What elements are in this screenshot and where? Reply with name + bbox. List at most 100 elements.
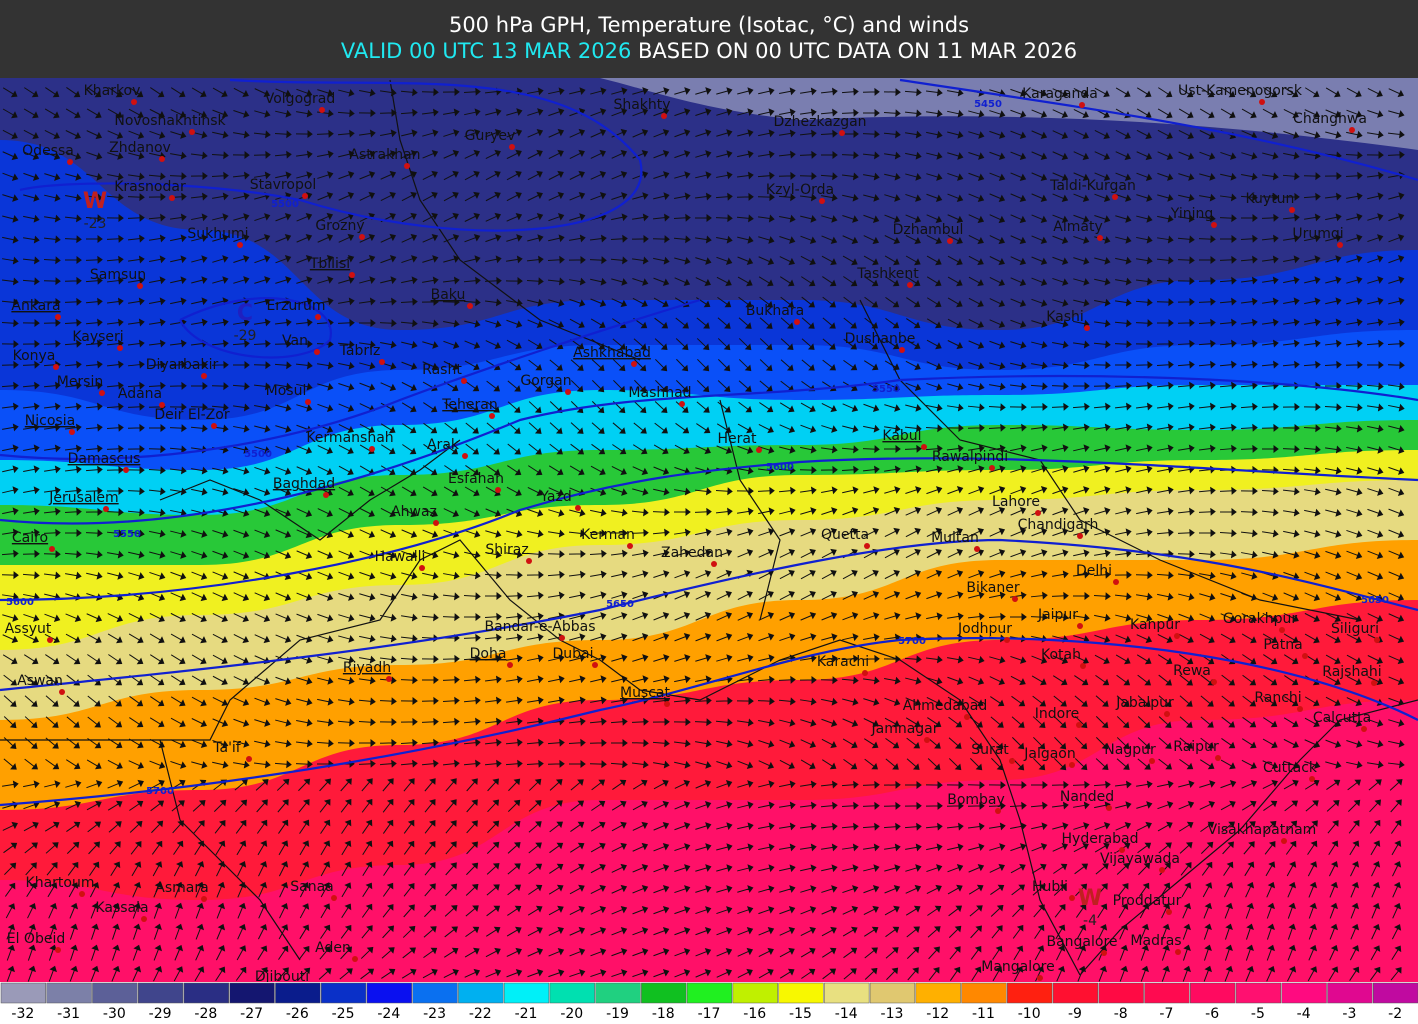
- wind-arrow: [1221, 695, 1235, 707]
- wind-arrow: [233, 571, 250, 581]
- wind-arrow: [737, 590, 753, 601]
- wind-arrow: [884, 382, 901, 392]
- wind-arrow: [989, 548, 1006, 558]
- wind-arrow: [1240, 529, 1258, 538]
- wind-arrow: [487, 820, 500, 834]
- wind-arrow: [863, 864, 880, 873]
- wind-arrow: [1178, 423, 1195, 432]
- wind-arrow: [338, 255, 355, 264]
- wind-arrow: [359, 129, 376, 138]
- wind-arrow: [863, 718, 879, 728]
- wind-arrow: [380, 465, 396, 476]
- wind-arrow: [382, 778, 394, 792]
- wind-arrow: [526, 277, 544, 286]
- wind-arrow: [485, 255, 502, 264]
- wind-arrow: [1263, 87, 1278, 98]
- wind-arrow: [337, 129, 355, 138]
- wind-arrow: [1158, 737, 1172, 749]
- wind-arrow: [5, 903, 16, 919]
- city-label: Muscat: [620, 685, 671, 701]
- wind-arrow: [568, 760, 586, 769]
- wind-arrow: [1388, 213, 1405, 222]
- wind-arrow: [379, 718, 397, 727]
- wind-arrow: [1367, 718, 1384, 727]
- wind-arrow: [758, 236, 775, 244]
- wind-arrow: [800, 214, 817, 223]
- wind-arrow: [1346, 109, 1363, 118]
- wind-arrow: [652, 235, 670, 244]
- wind-arrow: [611, 948, 628, 957]
- wind-arrow: [800, 719, 817, 727]
- wind-arrow: [737, 968, 753, 979]
- wind-arrow: [821, 548, 837, 559]
- wind-arrow: [1010, 298, 1027, 308]
- wind-arrow: [590, 948, 607, 957]
- wind-arrow: [1199, 633, 1215, 644]
- legend-label: -32: [11, 1006, 34, 1022]
- wind-arrow: [1137, 737, 1151, 750]
- wind-arrow: [1199, 193, 1216, 202]
- wind-arrow: [149, 717, 165, 728]
- wind-arrow: [759, 402, 774, 413]
- wind-arrow: [757, 675, 775, 684]
- wind-arrow: [527, 926, 543, 937]
- city-dot: [1101, 950, 1107, 956]
- wind-arrow: [424, 841, 436, 855]
- wind-arrow: [233, 213, 250, 221]
- wind-arrow: [299, 840, 310, 856]
- wind-arrow: [132, 902, 141, 919]
- wind-arrow: [2, 528, 19, 537]
- wind-arrow: [904, 780, 922, 789]
- wind-arrow: [106, 381, 124, 390]
- city-label: Odessa: [22, 143, 74, 159]
- wind-arrow: [841, 780, 859, 789]
- city-label: Mersin: [57, 374, 104, 390]
- wind-arrow: [947, 612, 964, 621]
- city-dot: [1337, 242, 1343, 248]
- wind-arrow: [1245, 923, 1254, 940]
- wind-arrow: [233, 130, 250, 139]
- wind-arrow: [1304, 761, 1321, 769]
- wind-arrow: [548, 108, 565, 117]
- wind-arrow: [153, 902, 162, 919]
- wind-arrow: [274, 150, 292, 159]
- wind-arrow: [1181, 882, 1192, 898]
- wind-arrow: [191, 739, 208, 749]
- wind-arrow: [380, 276, 397, 285]
- wind-arrow: [884, 151, 901, 160]
- wind-arrow: [548, 509, 565, 517]
- wind-arrow: [1198, 402, 1216, 411]
- wind-arrow: [736, 214, 754, 223]
- wind-arrow: [926, 382, 943, 391]
- wind-arrow: [506, 633, 523, 642]
- wind-arrow: [904, 801, 922, 810]
- wind-arrow: [632, 128, 649, 138]
- wind-arrow: [1325, 445, 1342, 454]
- wind-arrow: [1219, 529, 1237, 538]
- wind-arrow: [443, 276, 460, 285]
- wind-arrow: [45, 842, 59, 854]
- city-dot: [489, 413, 495, 419]
- wind-arrow: [632, 570, 649, 578]
- wind-arrow: [233, 276, 250, 284]
- wind-arrow: [506, 654, 523, 663]
- wind-arrow: [401, 212, 417, 223]
- wind-arrow: [549, 339, 564, 350]
- wind-arrow: [863, 235, 879, 245]
- wind-arrow: [1345, 403, 1363, 412]
- wind-arrow: [276, 778, 290, 791]
- wind-arrow: [1073, 842, 1089, 853]
- wind-arrow: [1031, 193, 1048, 203]
- wind-arrow: [1371, 881, 1381, 898]
- legend-label: -20: [560, 1006, 583, 1022]
- wind-arrow: [674, 779, 690, 789]
- wind-arrow: [1243, 841, 1255, 855]
- wind-arrow: [1157, 444, 1174, 453]
- wind-arrow: [969, 716, 983, 728]
- wind-arrow: [653, 171, 670, 179]
- wind-arrow: [674, 256, 691, 265]
- wind-arrow: [1388, 446, 1405, 454]
- wind-arrow: [149, 318, 166, 327]
- wind-arrow: [1052, 340, 1069, 349]
- wind-arrow: [948, 925, 962, 938]
